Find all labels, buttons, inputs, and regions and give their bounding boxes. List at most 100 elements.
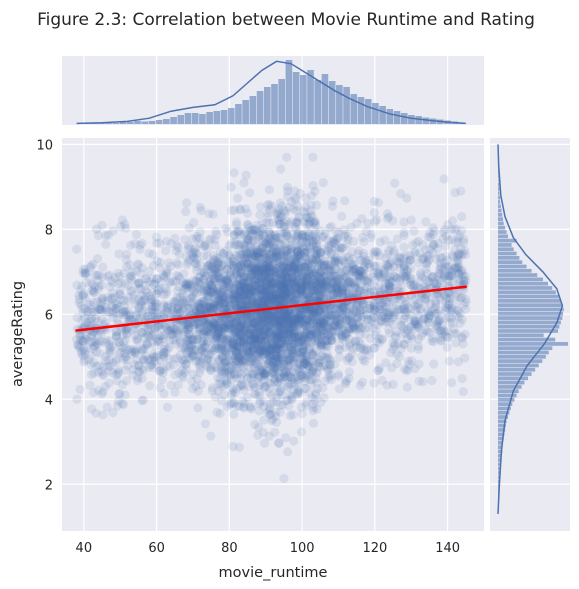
scatter-point [397,295,406,304]
scatter-point [93,254,102,263]
y-marginal-bar [498,381,524,385]
scatter-point [197,206,206,215]
y-marginal-bar [498,321,561,325]
scatter-point [153,256,162,265]
scatter-point [159,389,168,398]
scatter-point [118,380,127,389]
x-marginal-bar [264,87,271,124]
scatter-point [350,265,359,274]
scatter-point [294,386,303,395]
scatter-point [328,197,337,206]
scatter-point [334,345,343,354]
main-axes: 40 60 80 100 120 140 246810 [36,138,484,556]
scatter-point [341,379,350,388]
scatter-point [414,345,423,354]
scatter-point [457,212,466,221]
scatter-point [282,153,291,162]
x-marginal-bar [214,111,221,124]
y-marginal-bar [498,308,564,312]
scatter-point [217,382,226,391]
y-marginal-bar [498,325,559,329]
scatter-point [233,194,242,203]
x-marginal-bar [149,121,156,124]
scatter-point [253,431,262,440]
scatter-point [158,375,167,384]
scatter-point [337,212,346,221]
scatter-point [92,348,101,357]
scatter-point [345,367,354,376]
scatter-point [460,353,469,362]
scatter-point [191,248,200,257]
scatter-point [459,387,468,396]
scatter-point [418,377,427,386]
scatter-point [80,356,89,365]
scatter-point [373,320,382,329]
y-marginal-bar [498,265,527,269]
scatter-point [282,228,291,237]
scatter-point [182,252,191,261]
scatter-point [438,234,447,243]
y-marginal-bar [498,282,548,286]
scatter-point [127,287,136,296]
x-marginal-bar [170,117,177,124]
x-marginal-bar [221,110,228,124]
scatter-point [105,361,114,370]
y-marginal-bar [498,329,558,333]
x-marginal-bar [387,109,394,124]
scatter-point [235,443,244,452]
y-marginal-bar [498,295,559,299]
scatter-point [250,383,259,392]
scatter-point [250,420,259,429]
scatter-point [115,290,124,299]
scatter-point [163,403,172,412]
scatter-point [189,218,198,227]
x-marginal-bar [278,79,285,124]
x-marginal-bar [379,106,386,124]
scatter-point [265,200,274,209]
scatter-point [448,216,457,225]
scatter-point [227,183,236,192]
x-marginal-bar [163,119,170,124]
scatter-point [172,246,181,255]
scatter-point [180,235,189,244]
scatter-point [450,245,459,254]
scatter-point [145,381,154,390]
scatter-point [421,217,430,226]
scatter-point [263,408,272,417]
y-marginal-bar [498,217,503,221]
scatter-point [334,234,343,243]
scatter-point [152,352,161,361]
y-marginal-bar [498,256,519,260]
x-marginal-bar [250,96,257,124]
y-marginal-bar [498,252,517,256]
x-marginal-bar [394,111,401,124]
x-marginal-bar [156,120,163,124]
scatter-point [407,356,416,365]
scatter-point [372,247,381,256]
scatter-point [89,388,98,397]
scatter-point [461,330,470,339]
x-marginal-bar [336,85,343,124]
scatter-point [319,178,328,187]
y-marginal-bar [498,389,519,393]
scatter-point [241,250,250,259]
scatter-point [151,297,160,306]
y-marginal-axes [490,138,570,531]
scatter-point [196,227,205,236]
scatter-point [399,228,408,237]
x-marginal-bar [206,112,213,124]
scatter-point [458,315,467,324]
scatter-point [152,239,161,248]
y-marginal-bar [498,355,546,359]
scatter-point [187,377,196,386]
scatter-point [374,198,383,207]
scatter-point [265,185,274,194]
scatter-point [94,284,103,293]
scatter-point [393,283,402,292]
scatter-point [447,378,456,387]
scatter-point [309,419,318,428]
scatter-point [229,410,238,419]
x-marginal-bar [365,99,372,124]
y-marginal-bar [498,278,543,282]
